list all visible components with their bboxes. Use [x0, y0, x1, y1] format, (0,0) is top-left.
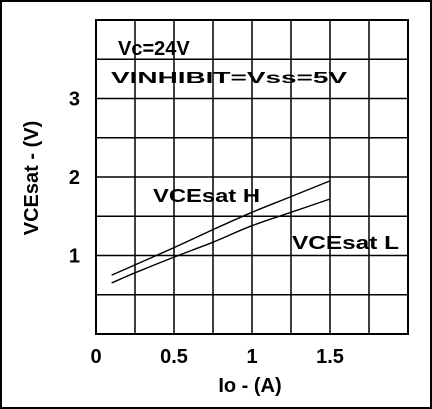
series-layer	[111, 180, 331, 284]
x-tick-label: 0	[90, 346, 101, 368]
y-tick-labels: 1 2 3	[69, 89, 80, 268]
y-tick-label: 1	[69, 246, 80, 268]
x-tick-label: 0.5	[160, 346, 188, 368]
series-line-vcesat-h	[111, 180, 331, 276]
annotation-vinhibit: VINHIBIT=Vss=5V	[111, 70, 348, 87]
x-axis-label: Io - (A)	[218, 375, 281, 397]
x-tick-label: 1	[246, 346, 257, 368]
y-axis-label: VCEsat - (V)	[21, 121, 43, 235]
plot-area	[95, 19, 409, 335]
series-label-h: VCEsat H	[153, 186, 260, 206]
y-tick-label: 2	[69, 167, 80, 189]
series-label-l: VCEsat L	[292, 233, 399, 253]
grid-lines	[96, 20, 408, 334]
x-tick-labels: 0 0.5 1 1.5	[90, 346, 343, 368]
y-tick-label: 3	[69, 89, 80, 111]
annotation-vc: Vc=24V	[118, 38, 190, 60]
x-tick-label: 1.5	[316, 346, 344, 368]
series-line-vcesat-l	[111, 198, 331, 284]
